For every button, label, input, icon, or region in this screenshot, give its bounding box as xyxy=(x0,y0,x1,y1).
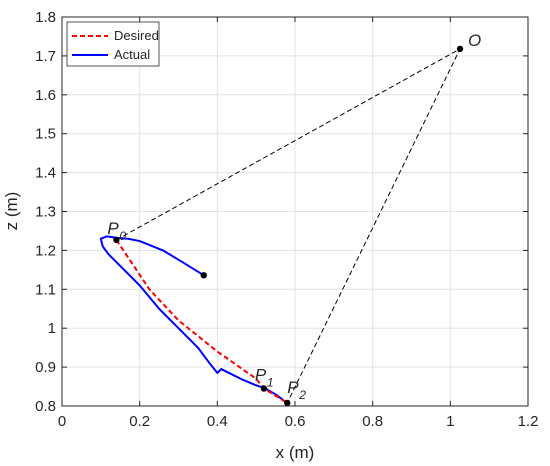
series-line-actual xyxy=(99,235,288,404)
y-tick-label: 1.8 xyxy=(35,9,56,26)
point-subscript: 2 xyxy=(298,388,306,402)
legend-desired-label: Desired xyxy=(114,28,159,43)
y-axis-label: z (m) xyxy=(2,192,21,231)
point-marker xyxy=(200,272,207,279)
point-label: O xyxy=(468,31,481,50)
y-tick-label: 1.7 xyxy=(35,48,56,65)
point-marker xyxy=(284,399,291,407)
point-label: P xyxy=(255,365,267,384)
point-marker xyxy=(260,385,268,392)
axis-ticks: 0 0.2 0.4 0.6 0.8 1 1.2 0.8 0.9 1 1.1 1.2 1.3 1.4 1.5 1… xyxy=(35,9,538,430)
point-marker xyxy=(113,236,120,244)
point-markers: P 0P 1 P 2O xyxy=(107,31,481,407)
x-tick-label: 0.2 xyxy=(129,413,150,430)
point-label: P xyxy=(287,378,299,397)
y-tick-label: 1 xyxy=(48,320,56,337)
y-tick-label: 0.8 xyxy=(35,398,56,415)
y-tick-label: 1.2 xyxy=(35,242,56,259)
x-tick-label: 1 xyxy=(446,413,454,430)
y-tick-label: 1.1 xyxy=(35,281,56,298)
y-tick-label: 1.3 xyxy=(35,204,56,221)
x-tick-label: 1.2 xyxy=(518,413,539,430)
x-tick-label: 0.8 xyxy=(362,413,383,430)
point-subscript: 1 xyxy=(267,375,274,389)
point-marker xyxy=(456,45,464,53)
x-tick-label: 0.4 xyxy=(207,413,228,430)
y-tick-label: 0.9 xyxy=(35,359,56,376)
x-tick-label: 0.6 xyxy=(285,413,306,430)
legend-actual-label: Actual xyxy=(114,47,150,62)
x-tick-label: 0 xyxy=(58,413,66,430)
point-label: P xyxy=(107,219,119,238)
legend: Desired Actual xyxy=(66,21,160,67)
y-tick-label: 1.6 xyxy=(35,87,56,104)
y-tick-label: 1.4 xyxy=(35,165,56,182)
y-tick-label: 1.5 xyxy=(35,126,56,143)
x-axis-label: x (m) xyxy=(276,443,315,462)
point-subscript: 0 xyxy=(119,229,126,243)
legend-box xyxy=(66,21,160,67)
